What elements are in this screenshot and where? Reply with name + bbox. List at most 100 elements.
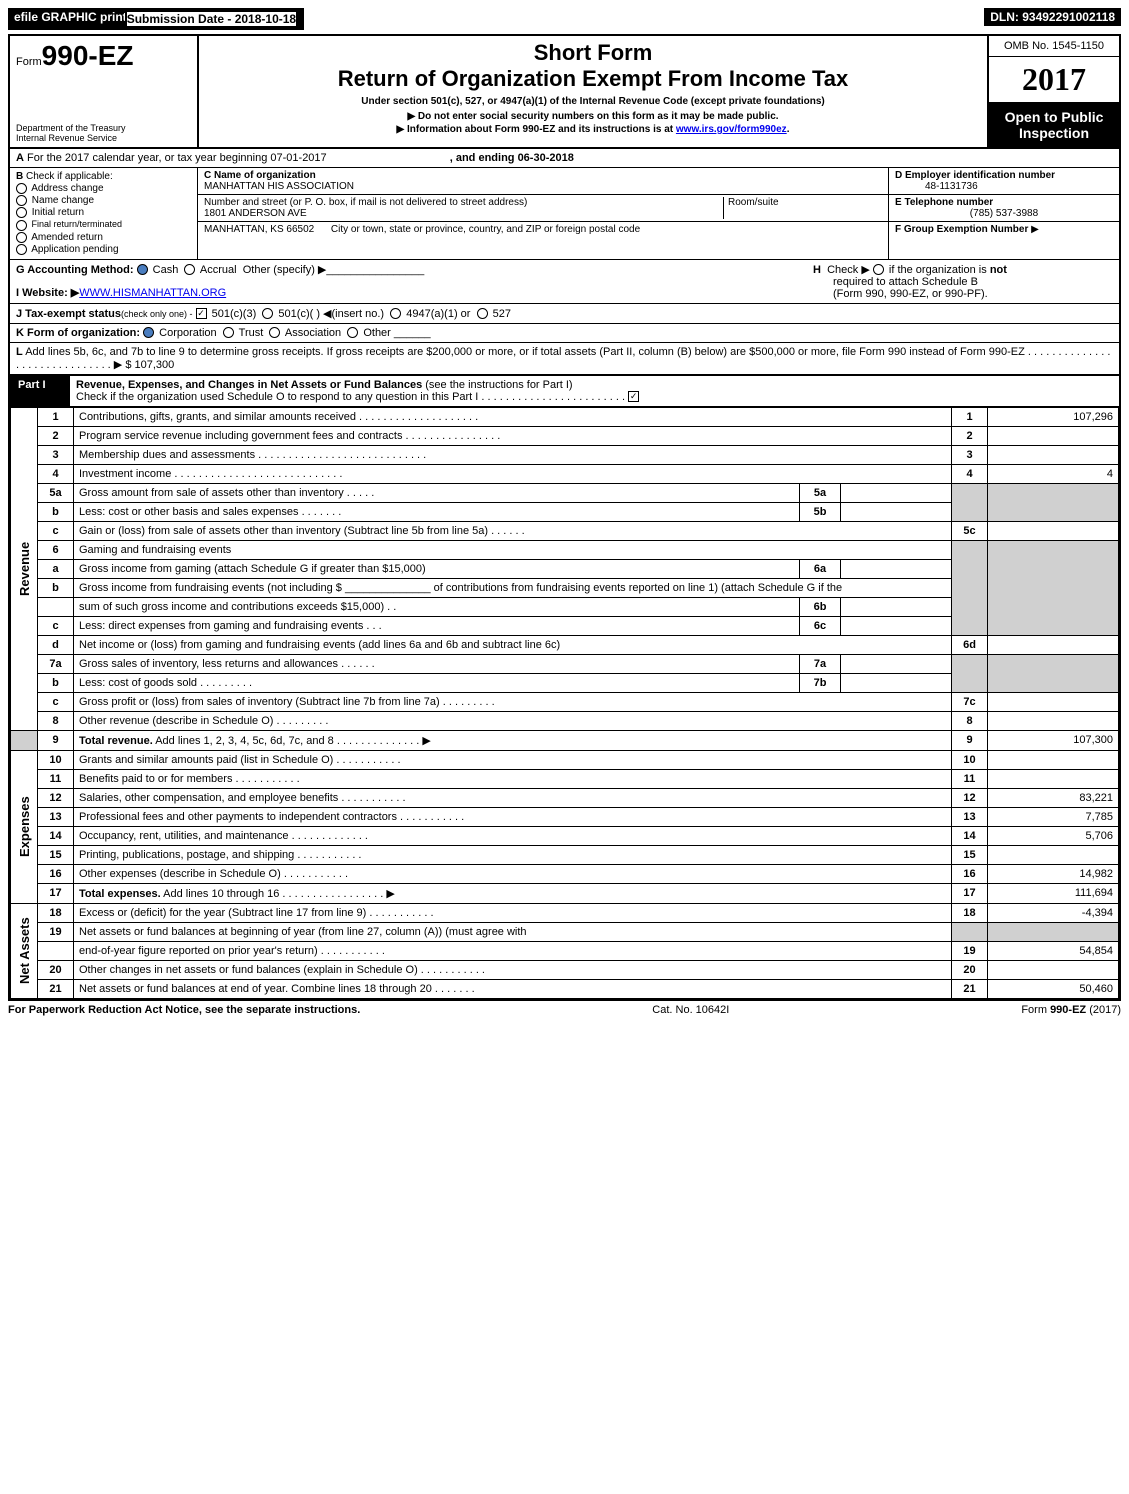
street-address: 1801 ANDERSON AVE [204, 208, 307, 219]
table-row: 21 Net assets or fund balances at end of… [11, 979, 1119, 998]
org-name: MANHATTAN HIS ASSOCIATION [204, 181, 354, 192]
room-suite: Room/suite [723, 197, 882, 219]
line-12-value: 83,221 [988, 788, 1119, 807]
section-l: L Add lines 5b, 6c, and 7b to line 9 to … [10, 343, 1119, 374]
section-b: B Check if applicable: Address change Na… [10, 168, 198, 259]
table-row: 13 Professional fees and other payments … [11, 807, 1119, 826]
dln: DLN: 93492291002118 [984, 8, 1121, 26]
table-row: 5a Gross amount from sale of assets othe… [11, 483, 1119, 502]
ssn-warning: ▶ Do not enter social security numbers o… [203, 111, 983, 122]
form-header: Form990-EZ Department of the Treasury In… [8, 34, 1121, 149]
info-line: ▶ Information about Form 990-EZ and its … [203, 124, 983, 135]
under-section: Under section 501(c), 527, or 4947(a)(1)… [203, 96, 983, 107]
table-row: 16 Other expenses (describe in Schedule … [11, 864, 1119, 883]
schedule-b-check[interactable] [873, 264, 884, 275]
form-number: 990-EZ [42, 40, 134, 71]
section-d-e-f: D Employer identification number 48-1131… [889, 168, 1119, 259]
line-19-value: 54,854 [988, 941, 1119, 960]
addr-change-radio[interactable] [16, 183, 27, 194]
return-title: Return of Organization Exempt From Incom… [203, 66, 983, 92]
table-row: 12 Salaries, other compensation, and emp… [11, 788, 1119, 807]
501c-radio[interactable] [262, 308, 273, 319]
table-row: d Net income or (loss) from gaming and f… [11, 635, 1119, 654]
section-g-h: G Accounting Method: Cash Accrual Other … [10, 260, 1119, 304]
form-prefix: Form [16, 56, 42, 68]
table-row: 14 Occupancy, rent, utilities, and maint… [11, 826, 1119, 845]
line-1-value: 107,296 [988, 407, 1119, 426]
line-a-end: , and ending 06-30-2018 [450, 152, 574, 164]
table-row: 4 Investment income . . . . . . . . . . … [11, 464, 1119, 483]
section-j: J Tax-exempt status(check only one) - 50… [10, 304, 1119, 324]
city-state: MANHATTAN, KS 66502 [204, 224, 314, 235]
dept-irs: Internal Revenue Service [16, 133, 191, 143]
cash-radio[interactable] [137, 264, 148, 275]
top-bar: efile GRAPHIC print Submission Date - 20… [8, 8, 1121, 30]
part1-section: Part I Revenue, Expenses, and Changes in… [8, 376, 1121, 1001]
table-row: 9 Total revenue. Add lines 1, 2, 3, 4, 5… [11, 730, 1119, 750]
table-row: Revenue 1 Contributions, gifts, grants, … [11, 407, 1119, 426]
table-row: 7a Gross sales of inventory, less return… [11, 654, 1119, 673]
irs-link[interactable]: www.irs.gov/form990ez [676, 124, 787, 135]
schedule-o-check[interactable] [628, 391, 639, 402]
tax-year: 2017 [989, 57, 1119, 103]
expenses-label: Expenses [11, 750, 38, 903]
assoc-radio[interactable] [269, 327, 280, 338]
name-change-radio[interactable] [16, 195, 27, 206]
org-info-section: A For the 2017 calendar year, or tax yea… [8, 149, 1121, 376]
line-14-value: 5,706 [988, 826, 1119, 845]
table-row: 17 Total expenses. Add lines 10 through … [11, 883, 1119, 903]
table-row: 15 Printing, publications, postage, and … [11, 845, 1119, 864]
omb-number: OMB No. 1545-1150 [989, 36, 1119, 57]
line-18-value: -4,394 [988, 903, 1119, 922]
line-21-value: 50,460 [988, 979, 1119, 998]
section-c: C Name of organization MANHATTAN HIS ASS… [198, 168, 889, 259]
website-link[interactable]: WWW.HISMANHATTAN.ORG [79, 287, 226, 299]
part1-label: Part I [10, 376, 54, 394]
line-9-value: 107,300 [988, 730, 1119, 750]
table-row: 19 Net assets or fund balances at beginn… [11, 922, 1119, 941]
corp-radio[interactable] [143, 327, 154, 338]
ein: 48-1131736 [925, 181, 978, 192]
line-16-value: 14,982 [988, 864, 1119, 883]
short-form-title: Short Form [203, 40, 983, 66]
efile-label: efile GRAPHIC print [14, 10, 127, 28]
other-radio[interactable] [347, 327, 358, 338]
open-to-public: Open to Public Inspection [989, 103, 1119, 147]
table-row: end-of-year figure reported on prior yea… [11, 941, 1119, 960]
line-a-text: For the 2017 calendar year, or tax year … [27, 152, 327, 164]
table-row: 20 Other changes in net assets or fund b… [11, 960, 1119, 979]
table-row: 8 Other revenue (describe in Schedule O)… [11, 711, 1119, 730]
netassets-label: Net Assets [11, 903, 38, 998]
final-return-radio[interactable] [16, 220, 27, 231]
submission-date: Submission Date - 2018-10-18 [125, 10, 298, 28]
lines-table: Revenue 1 Contributions, gifts, grants, … [10, 407, 1119, 999]
section-k: K Form of organization: Corporation Trus… [10, 324, 1119, 343]
table-row: 3 Membership dues and assessments . . . … [11, 445, 1119, 464]
paperwork-notice: For Paperwork Reduction Act Notice, see … [8, 1004, 360, 1016]
dept-treasury: Department of the Treasury [16, 123, 191, 133]
trust-radio[interactable] [223, 327, 234, 338]
accrual-radio[interactable] [184, 264, 195, 275]
table-row: c Gross profit or (loss) from sales of i… [11, 692, 1119, 711]
4947-radio[interactable] [390, 308, 401, 319]
app-pending-radio[interactable] [16, 244, 27, 255]
initial-return-radio[interactable] [16, 207, 27, 218]
phone: (785) 537-3988 [895, 208, 1113, 219]
table-row: 2 Program service revenue including gove… [11, 426, 1119, 445]
table-row: 6 Gaming and fundraising events [11, 540, 1119, 559]
revenue-label: Revenue [11, 407, 38, 730]
line-13-value: 7,785 [988, 807, 1119, 826]
gross-receipts: $ 107,300 [125, 359, 174, 371]
catalog-number: Cat. No. 10642I [652, 1004, 729, 1016]
line-17-value: 111,694 [988, 883, 1119, 903]
table-row: c Gain or (loss) from sale of assets oth… [11, 521, 1119, 540]
501c3-check[interactable] [196, 308, 207, 319]
page-footer: For Paperwork Reduction Act Notice, see … [8, 1001, 1121, 1019]
table-row: Net Assets 18 Excess or (deficit) for th… [11, 903, 1119, 922]
527-radio[interactable] [477, 308, 488, 319]
line-4-value: 4 [988, 464, 1119, 483]
amended-radio[interactable] [16, 232, 27, 243]
table-row: 11 Benefits paid to or for members . . .… [11, 769, 1119, 788]
line-a-label: A [16, 152, 24, 164]
table-row: Expenses 10 Grants and similar amounts p… [11, 750, 1119, 769]
